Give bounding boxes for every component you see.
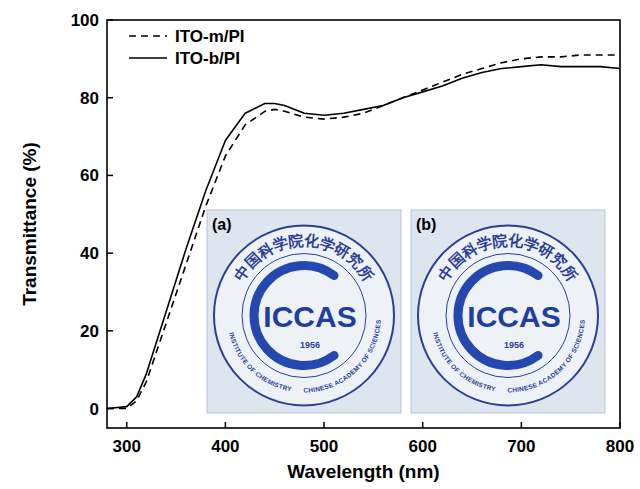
inset-title: 中国科学院化学研究所 [435, 231, 582, 284]
y-tick-label: 20 [80, 322, 99, 341]
x-tick-label: 700 [507, 437, 535, 456]
inset-bg [411, 210, 605, 413]
y-tick [107, 252, 113, 254]
y-tick-label: 0 [90, 400, 99, 419]
inset-ring [242, 254, 366, 378]
series-line [107, 55, 620, 409]
inset-title-path: 中国科学院化学研究所 [231, 231, 378, 284]
inset-ring [214, 226, 394, 406]
y-axis-title: Transmittance (%) [19, 142, 40, 306]
inset-ring [446, 254, 570, 378]
y-tick-label: 100 [71, 11, 99, 30]
inset-title: 中国科学院化学研究所 [231, 231, 378, 284]
x-tick [225, 422, 227, 428]
x-tick [619, 422, 621, 428]
legend-label: ITO-b/PI [175, 49, 240, 68]
frame [107, 20, 620, 428]
x-axis-title: Wavelength (nm) [287, 461, 439, 482]
inset-bg [207, 210, 401, 413]
x-tick [422, 422, 424, 428]
y-tick [107, 175, 113, 177]
y-tick [107, 330, 113, 332]
x-tick-label: 300 [113, 437, 141, 456]
y-tick-label: 40 [80, 244, 99, 263]
x-tick [323, 422, 325, 428]
series-line [107, 65, 620, 409]
y-tick-label: 80 [80, 89, 99, 108]
inset-label: (a) [212, 216, 232, 233]
x-tick [126, 422, 128, 428]
inset-label: (b) [416, 216, 436, 233]
legend-swatch [129, 57, 167, 59]
legend-label: ITO-m/PI [175, 27, 245, 46]
x-tick-label: 500 [310, 437, 338, 456]
y-tick [107, 408, 113, 410]
y-tick [107, 97, 113, 99]
inset: 中国科学院化学研究所INSTITUTE OF CHEMISTRYCHINESE … [207, 210, 401, 413]
inset-ring [418, 226, 598, 406]
inset-title-path: 中国科学院化学研究所 [435, 231, 582, 284]
legend: ITO-m/PI ITO-b/PI [129, 27, 245, 68]
y-tick-label: 60 [80, 166, 99, 185]
inset-logo: ICCAS [467, 300, 560, 333]
x-tick-label: 600 [409, 437, 437, 456]
inset-logo: ICCAS [263, 300, 356, 333]
x-tick-label: 400 [211, 437, 239, 456]
series-group [107, 55, 620, 409]
x-tick-label: 800 [606, 437, 634, 456]
chart: 中国科学院化学研究所INSTITUTE OF CHEMISTRYCHINESE … [0, 0, 640, 489]
inset-year: 1956 [504, 340, 524, 350]
x-tick [521, 422, 523, 428]
inset-year: 1956 [300, 340, 320, 350]
legend-swatch [129, 35, 167, 37]
inset: 中国科学院化学研究所INSTITUTE OF CHEMISTRYCHINESE … [411, 210, 605, 413]
y-tick [107, 19, 113, 21]
